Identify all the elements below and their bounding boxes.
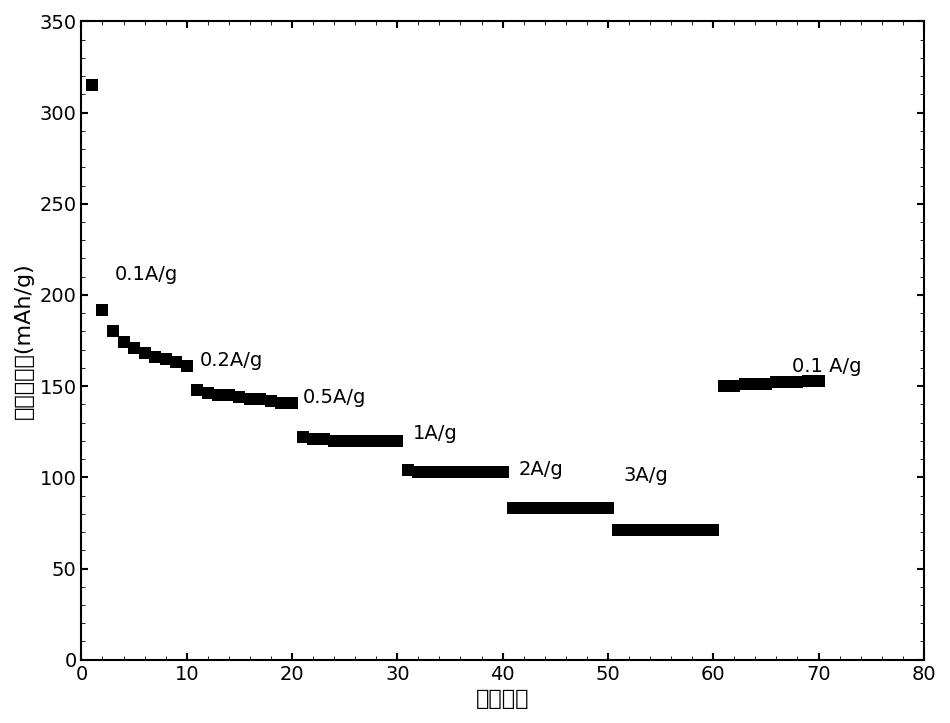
Text: 1A/g: 1A/g — [413, 424, 458, 443]
Text: 3A/g: 3A/g — [624, 466, 669, 485]
Text: 0.5A/g: 0.5A/g — [302, 388, 366, 406]
Text: 2A/g: 2A/g — [519, 461, 563, 479]
Text: 0.2A/g: 0.2A/g — [200, 351, 262, 370]
Y-axis label: 放电比容量(mAh/g): 放电比容量(mAh/g) — [14, 262, 34, 419]
X-axis label: 循环序号: 循环序号 — [476, 689, 529, 709]
Text: 0.1A/g: 0.1A/g — [115, 265, 179, 284]
Text: 0.1 A/g: 0.1 A/g — [792, 356, 862, 375]
